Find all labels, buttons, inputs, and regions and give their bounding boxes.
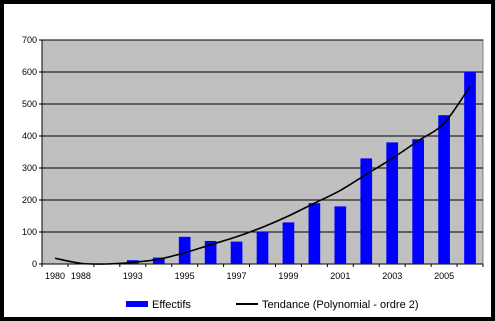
bar-effectifs [204, 240, 217, 264]
x-tick-label: 1980 [45, 271, 65, 281]
y-tick-label: 300 [22, 163, 37, 173]
x-tick-label: 2005 [434, 271, 454, 281]
y-tick-label: 500 [22, 99, 37, 109]
bar-effectifs [412, 139, 424, 264]
bar-effectifs [334, 206, 347, 264]
x-tick-label: 1999 [278, 271, 298, 281]
bar-effectifs [386, 142, 399, 264]
x-tick-label: 2003 [382, 271, 402, 281]
y-tick-label: 600 [22, 67, 37, 77]
legend-label-tendance: Tendance (Polynomial - ordre 2) [262, 299, 419, 311]
bar-effectifs [464, 72, 476, 264]
y-tick-label: 400 [22, 131, 37, 141]
bar-effectifs [152, 257, 165, 264]
bar-effectifs [308, 203, 321, 264]
x-tick-label: 2001 [330, 271, 350, 281]
y-tick-label: 100 [22, 227, 37, 237]
bar-effectifs [282, 222, 295, 264]
y-tick-label: 200 [22, 195, 37, 205]
x-tick-label: 1995 [175, 271, 195, 281]
x-tick-label: 1988 [71, 271, 91, 281]
y-tick-label: 0 [32, 259, 37, 269]
bar-effectifs [230, 241, 243, 264]
bar-effectifs [360, 158, 373, 264]
legend-label-effectifs: Effectifs [152, 299, 191, 311]
legend-swatch-effectifs [126, 301, 148, 307]
trend-line [54, 85, 471, 265]
x-tick-label: 1997 [227, 271, 247, 281]
bar-effectifs [256, 232, 269, 264]
bar-effectifs [178, 236, 191, 264]
y-tick-label: 700 [22, 35, 37, 45]
x-tick-label: 1993 [123, 271, 143, 281]
bar-effectifs [438, 115, 450, 264]
